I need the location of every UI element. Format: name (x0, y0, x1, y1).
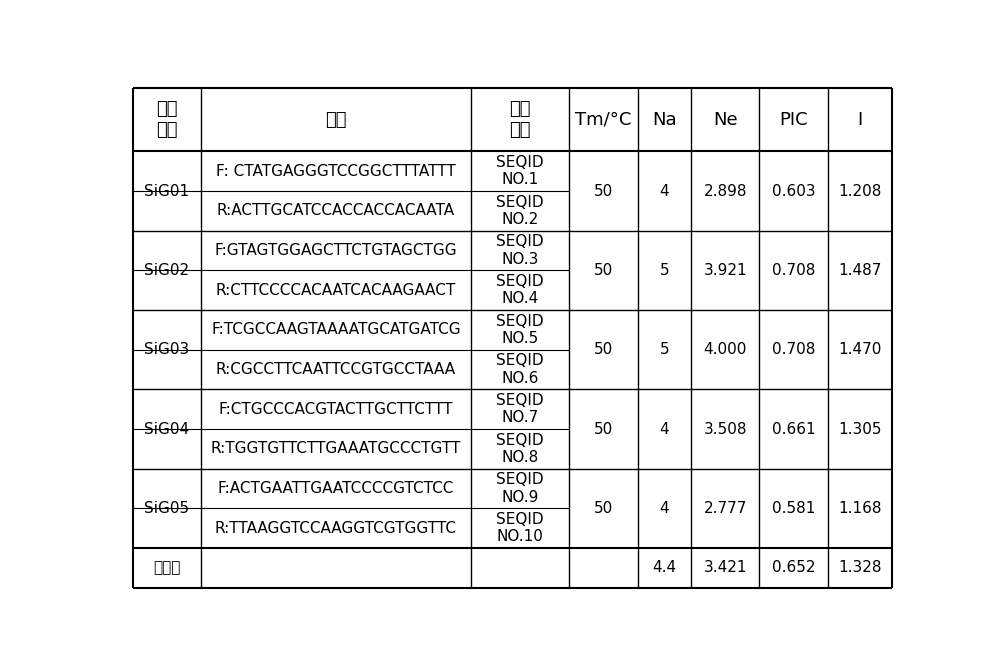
Text: 1.328: 1.328 (838, 561, 882, 575)
Text: SEQID
NO.7: SEQID NO.7 (496, 393, 544, 425)
Text: SEQID
NO.10: SEQID NO.10 (496, 512, 544, 545)
Text: SiG02: SiG02 (144, 263, 189, 278)
Text: SiG01: SiG01 (144, 183, 189, 199)
Text: SEQID
NO.6: SEQID NO.6 (496, 353, 544, 386)
Text: F: CTATGAGGGTCCGGCTTTATTT: F: CTATGAGGGTCCGGCTTTATTT (216, 164, 456, 179)
Text: 引物
名称: 引物 名称 (156, 100, 178, 139)
Text: 0.652: 0.652 (772, 561, 815, 575)
Text: F:CTGCCCACGTACTTGCTTCTTT: F:CTGCCCACGTACTTGCTTCTTT (219, 401, 453, 417)
Text: SEQID
NO.8: SEQID NO.8 (496, 433, 544, 465)
Text: SEQID
NO.9: SEQID NO.9 (496, 472, 544, 504)
Text: R:CGCCTTCAATTCCGTGCCTAAA: R:CGCCTTCAATTCCGTGCCTAAA (216, 362, 456, 377)
Text: 3.921: 3.921 (703, 263, 747, 278)
Text: 0.581: 0.581 (772, 501, 815, 516)
Text: SiG04: SiG04 (144, 421, 189, 437)
Text: SEQID
NO.2: SEQID NO.2 (496, 195, 544, 227)
Text: 50: 50 (594, 421, 613, 437)
Text: F:TCGCCAAGTAAAATGCATGATCG: F:TCGCCAAGTAAAATGCATGATCG (211, 322, 461, 337)
Text: 1.208: 1.208 (838, 183, 882, 199)
Text: 1.168: 1.168 (838, 501, 882, 516)
Text: SiG05: SiG05 (144, 501, 189, 516)
Text: 5: 5 (660, 343, 669, 357)
Text: SEQID
NO.1: SEQID NO.1 (496, 155, 544, 187)
Text: 4.4: 4.4 (652, 561, 676, 575)
Text: 0.708: 0.708 (772, 343, 815, 357)
Text: 5: 5 (660, 263, 669, 278)
Text: 1.487: 1.487 (838, 263, 882, 278)
Text: 1.305: 1.305 (838, 421, 882, 437)
Text: 50: 50 (594, 263, 613, 278)
Text: 2.777: 2.777 (703, 501, 747, 516)
Text: 0.708: 0.708 (772, 263, 815, 278)
Text: R:CTTCCCCACAATCACAAGAACT: R:CTTCCCCACAATCACAAGAACT (216, 283, 456, 298)
Text: 平均值: 平均值 (153, 561, 181, 575)
Text: 序列: 序列 (325, 111, 347, 128)
Text: SEQID
NO.3: SEQID NO.3 (496, 234, 544, 267)
Text: 4: 4 (660, 183, 669, 199)
Text: 4: 4 (660, 501, 669, 516)
Text: R:TTAAGGTCCAAGGTCGTGGTTC: R:TTAAGGTCCAAGGTCGTGGTTC (215, 520, 457, 536)
Text: 序列
编号: 序列 编号 (509, 100, 531, 139)
Text: R:TGGTGTTCTTGAAATGCCCTGTT: R:TGGTGTTCTTGAAATGCCCTGTT (211, 442, 461, 456)
Text: SEQID
NO.4: SEQID NO.4 (496, 274, 544, 306)
Text: F:GTAGTGGAGCTTCTGTAGCTGG: F:GTAGTGGAGCTTCTGTAGCTGG (215, 243, 457, 258)
Text: Ne: Ne (713, 111, 737, 128)
Text: SEQID
NO.5: SEQID NO.5 (496, 314, 544, 346)
Text: 0.603: 0.603 (772, 183, 815, 199)
Text: 50: 50 (594, 183, 613, 199)
Text: PIC: PIC (779, 111, 808, 128)
Text: 4.000: 4.000 (703, 343, 747, 357)
Text: 50: 50 (594, 501, 613, 516)
Text: Na: Na (652, 111, 677, 128)
Text: 0.661: 0.661 (772, 421, 815, 437)
Text: I: I (857, 111, 863, 128)
Text: 4: 4 (660, 421, 669, 437)
Text: 2.898: 2.898 (703, 183, 747, 199)
Text: SiG03: SiG03 (144, 343, 190, 357)
Text: 50: 50 (594, 343, 613, 357)
Text: R:ACTTGCATCCACCACCACAATA: R:ACTTGCATCCACCACCACAATA (217, 203, 455, 219)
Text: 1.470: 1.470 (838, 343, 882, 357)
Text: F:ACTGAATTGAATCCCCGTCTCC: F:ACTGAATTGAATCCCCGTCTCC (218, 481, 454, 496)
Text: 3.421: 3.421 (703, 561, 747, 575)
Text: 3.508: 3.508 (703, 421, 747, 437)
Text: Tm/°C: Tm/°C (575, 111, 632, 128)
